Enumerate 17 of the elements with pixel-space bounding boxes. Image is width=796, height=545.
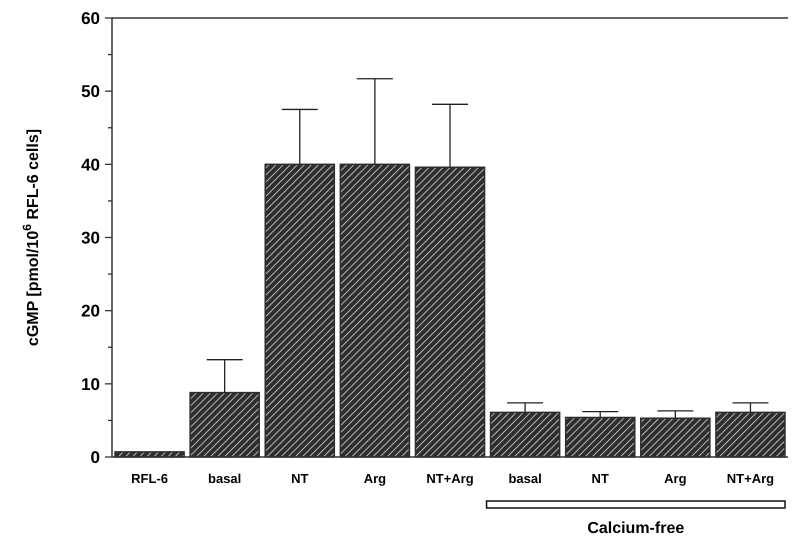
x-tick-label: Arg xyxy=(364,471,386,486)
x-tick-label: basal xyxy=(208,471,242,486)
y-tick-label: 20 xyxy=(81,302,100,321)
y-tick-label: 40 xyxy=(81,155,100,174)
x-tick-label: NT xyxy=(291,471,308,486)
y-tick-label: 10 xyxy=(81,374,100,394)
x-tick-label: NT xyxy=(592,471,609,486)
y-tick-label: 0 xyxy=(90,448,100,467)
y-tick-label: 60 xyxy=(81,8,100,28)
x-tick-label: Arg xyxy=(664,471,687,486)
y-tick-label: 50 xyxy=(81,82,100,102)
x-tick-label: NT+Arg xyxy=(426,471,474,486)
y-tick-label: 30 xyxy=(81,228,100,248)
text: Calcium-free xyxy=(587,520,684,537)
x-tick-label: NT+Arg xyxy=(726,471,774,486)
x-tick-label: RFL-6 xyxy=(131,471,168,486)
x-tick-label: basal xyxy=(508,471,542,486)
